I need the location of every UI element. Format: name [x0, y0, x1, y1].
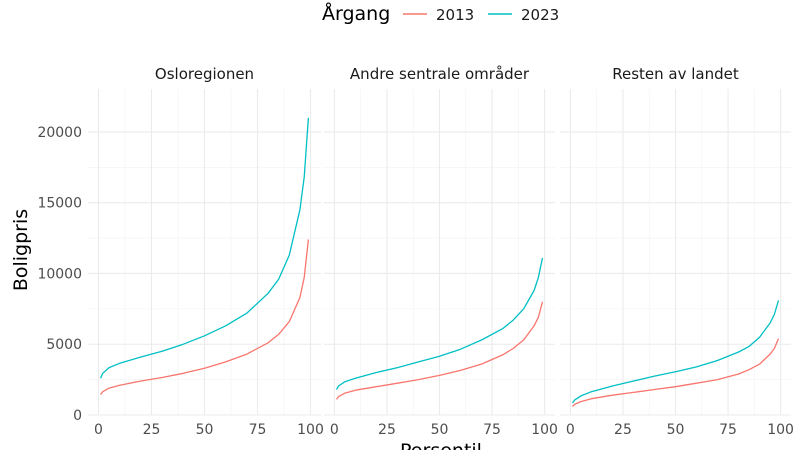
series-line-2023 — [100, 117, 310, 379]
x-tick-label: 100 — [531, 422, 558, 438]
panel-title: Andre sentrale områder — [350, 65, 530, 83]
y-tick-label: 10000 — [37, 266, 82, 282]
y-axis-label: Boligpris — [10, 209, 32, 291]
legend-label-2023: 2023 — [521, 6, 559, 24]
series-line-2023 — [335, 257, 544, 390]
x-tick-label: 75 — [719, 422, 737, 438]
x-tick-label: 75 — [249, 422, 267, 438]
series-line-2023 — [571, 300, 780, 404]
panel-1: Osloregionen 0 25 50 75 100 0 5000 10000 15000 200… — [37, 65, 323, 438]
x-tick-label: 100 — [767, 422, 794, 438]
y-axis-title: Boligpris — [10, 209, 32, 291]
panel-3: Resten av landet 0 25 50 75 100 — [560, 65, 794, 438]
series-line-2013 — [100, 239, 310, 395]
x-tick-label: 75 — [483, 422, 501, 438]
panel-2: Andre sentrale områder 0 25 50 75 100 — [324, 65, 558, 438]
x-tick-label: 0 — [566, 422, 575, 438]
series-line-2013 — [335, 301, 544, 400]
x-tick-label: 50 — [431, 422, 449, 438]
legend-title: Årgang — [322, 2, 390, 25]
y-tick-label: 5000 — [46, 337, 82, 353]
y-tick-label: 0 — [73, 408, 82, 424]
legend: Årgang 2013 2023 — [322, 2, 559, 25]
x-tick-label: 100 — [297, 422, 324, 438]
panel-title: Resten av landet — [612, 65, 739, 83]
x-axis-label: Persentil — [400, 440, 482, 450]
x-tick-label: 25 — [143, 422, 161, 438]
x-tick-label: 0 — [330, 422, 339, 438]
x-tick-label: 25 — [378, 422, 396, 438]
x-tick-label: 25 — [614, 422, 632, 438]
series-line-2013 — [572, 338, 780, 407]
y-tick-label: 20000 — [37, 125, 82, 141]
x-tick-label: 50 — [667, 422, 685, 438]
x-tick-label: 50 — [196, 422, 214, 438]
x-tick-label: 0 — [94, 422, 103, 438]
y-tick-label: 15000 — [37, 196, 82, 212]
panel-title: Osloregionen — [155, 65, 254, 83]
legend-label-2013: 2013 — [436, 6, 474, 24]
